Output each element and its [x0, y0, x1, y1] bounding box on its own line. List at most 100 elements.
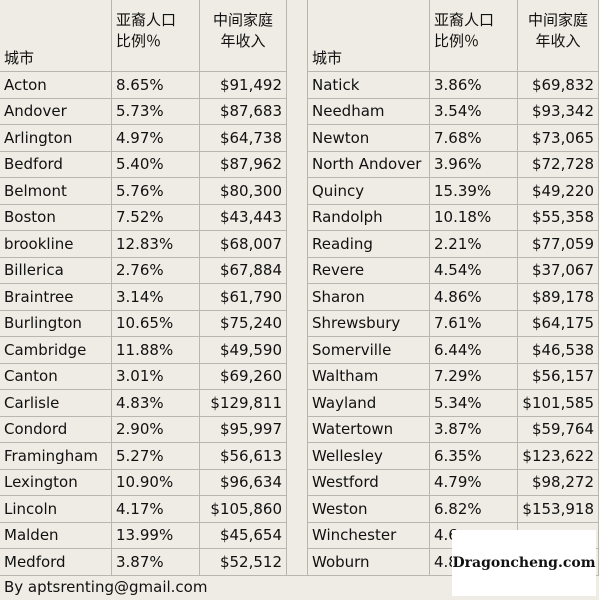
table-cell: Billerica: [0, 257, 112, 284]
table-cell: $45,654: [200, 522, 287, 549]
header-line: 亚裔人口: [434, 11, 495, 29]
table-cell: Carlisle: [0, 390, 112, 417]
table-cell: $52,512: [200, 549, 287, 576]
table-cell: $80,300: [200, 178, 287, 205]
table-cell: $68,007: [200, 231, 287, 258]
table-cell: 5.40%: [112, 151, 200, 178]
table-cell: $89,178: [518, 284, 599, 311]
table-cell: $37,067: [518, 257, 599, 284]
header-line: 中间家庭: [212, 11, 273, 29]
table-cell: $49,220: [518, 178, 599, 205]
table-cell: $91,492: [200, 72, 287, 99]
table-cell: Braintree: [0, 284, 112, 311]
table-cell: $75,240: [200, 310, 287, 337]
table-cell: Reading: [308, 231, 430, 258]
table-cell: $153,918: [518, 496, 599, 523]
table-cell: 10.90%: [112, 469, 200, 496]
table-cell: 4.86%: [430, 284, 518, 311]
table-cell: 15.39%: [430, 178, 518, 205]
table-cell: 6.35%: [430, 443, 518, 470]
footer: By aptsrenting@gmail.com: [4, 578, 208, 596]
table-cell: Andover: [0, 98, 112, 125]
table-cell: 13.99%: [112, 522, 200, 549]
table-cell: Watertown: [308, 416, 430, 443]
table-cell: 7.68%: [430, 125, 518, 152]
table-cell: 2.21%: [430, 231, 518, 258]
table-cell: $77,059: [518, 231, 599, 258]
table-cell: Lexington: [0, 469, 112, 496]
table-cell: 4.79%: [430, 469, 518, 496]
table-cell: Woburn: [308, 549, 430, 576]
table-cell: $95,997: [200, 416, 287, 443]
header-cell: 中间家庭 年收入: [200, 0, 287, 72]
table-cell: 4.83%: [112, 390, 200, 417]
table-cell: 3.86%: [430, 72, 518, 99]
table-cell: $69,832: [518, 72, 599, 99]
table-cell: Winchester: [308, 522, 430, 549]
table-cell: $59,764: [518, 416, 599, 443]
table-cell: $56,157: [518, 363, 599, 390]
table-cell: Burlington: [0, 310, 112, 337]
table-cell: 6.82%: [430, 496, 518, 523]
table-cell: Condord: [0, 416, 112, 443]
table-cell: 5.34%: [430, 390, 518, 417]
table-cell: 5.27%: [112, 443, 200, 470]
table-cell: Cambridge: [0, 337, 112, 364]
table-cell: Weston: [308, 496, 430, 523]
table-cell: 2.90%: [112, 416, 200, 443]
table-cell: $98,272: [518, 469, 599, 496]
table-cell: Bedford: [0, 151, 112, 178]
table-cell: $49,590: [200, 337, 287, 364]
table-cell: North Andover: [308, 151, 430, 178]
table-cell: 4.54%: [430, 257, 518, 284]
table-cell: Shrewsbury: [308, 310, 430, 337]
table-cell: 3.54%: [430, 98, 518, 125]
table-cell: Sharon: [308, 284, 430, 311]
header-cell: 城市: [308, 0, 430, 72]
table-cell: 8.65%: [112, 72, 200, 99]
table-cell: Natick: [308, 72, 430, 99]
table-cell: Canton: [0, 363, 112, 390]
table-cell: $96,634: [200, 469, 287, 496]
table-cell: Malden: [0, 522, 112, 549]
table-cell: 7.61%: [430, 310, 518, 337]
table-cell: $72,728: [518, 151, 599, 178]
header-cell: 亚裔人口比例％: [430, 0, 518, 72]
table-cell: brookline: [0, 231, 112, 258]
table-cell: Needham: [308, 98, 430, 125]
table-cell: Waltham: [308, 363, 430, 390]
table-cell: Arlington: [0, 125, 112, 152]
header-line: 年收入: [535, 32, 581, 50]
table-cell: 7.52%: [112, 204, 200, 231]
table-cell: 3.87%: [112, 549, 200, 576]
table-cell: Medford: [0, 549, 112, 576]
table-cell: 6.44%: [430, 337, 518, 364]
table-cell: $105,860: [200, 496, 287, 523]
table-cell: 4.97%: [112, 125, 200, 152]
table-cell: 3.96%: [430, 151, 518, 178]
header-cell: 城市: [0, 0, 112, 72]
table-cell: 3.01%: [112, 363, 200, 390]
table-cell: 11.88%: [112, 337, 200, 364]
header-line: 比例％: [116, 32, 162, 50]
table-cell: Acton: [0, 72, 112, 99]
table-cell: Newton: [308, 125, 430, 152]
table-cell: 3.87%: [430, 416, 518, 443]
table-cell: Framingham: [0, 443, 112, 470]
table-cell: 3.14%: [112, 284, 200, 311]
table-cell: $93,342: [518, 98, 599, 125]
table-cell: $87,962: [200, 151, 287, 178]
header-line: 比例％: [434, 32, 480, 50]
table-cell: $43,443: [200, 204, 287, 231]
table-cell: $64,738: [200, 125, 287, 152]
header-line: 中间家庭: [527, 11, 588, 29]
table-cell: Quincy: [308, 178, 430, 205]
separator: [287, 0, 308, 576]
header-line: 亚裔人口: [116, 11, 177, 29]
table-cell: $123,622: [518, 443, 599, 470]
watermark: Dragoncheng.com: [452, 530, 596, 596]
table-cell: 5.73%: [112, 98, 200, 125]
table-cell: 5.76%: [112, 178, 200, 205]
table-cell: $69,260: [200, 363, 287, 390]
